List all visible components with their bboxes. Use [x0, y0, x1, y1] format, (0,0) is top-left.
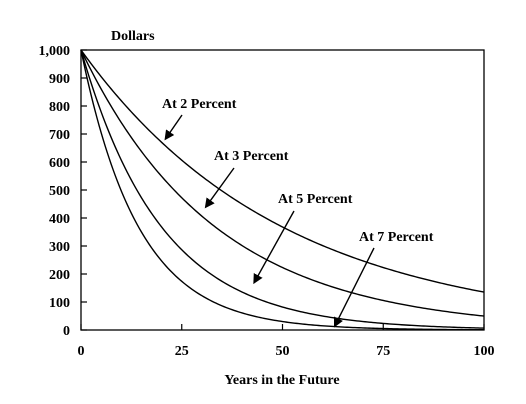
- annotation-arrow: [164, 114, 183, 141]
- annotation-label: At 2 Percent: [162, 97, 237, 112]
- x-tick-label: 75: [376, 344, 390, 359]
- y-axis-title: Dollars: [111, 29, 155, 44]
- y-tick-label: 300: [49, 240, 70, 255]
- annotations: At 2 Percent At 3 Percent At 5 Percent At 7…: [162, 97, 434, 328]
- y-tick-label: 800: [49, 100, 70, 115]
- series-line-at-2-percent: [80, 49, 485, 293]
- series-curves: [80, 49, 485, 331]
- x-tick-label: 0: [78, 344, 85, 359]
- y-tick-label: 1,000: [39, 44, 71, 59]
- y-tick-label: 0: [63, 324, 70, 339]
- annotation-arrow: [204, 167, 235, 209]
- plot-frame: [80, 49, 485, 331]
- annotation-arrow: [333, 247, 375, 328]
- y-tick-label: 200: [49, 268, 70, 283]
- annotation-label: At 7 Percent: [359, 230, 434, 245]
- y-tick-label: 400: [49, 212, 70, 227]
- series-line-at-5-percent: [80, 49, 485, 329]
- x-tick-label: 25: [175, 344, 189, 359]
- annotation-label: At 5 Percent: [278, 192, 353, 207]
- annotation-label: At 3 Percent: [214, 149, 289, 164]
- x-tick-label: 100: [474, 344, 495, 359]
- axes: 0 100 200 300 400 500 600 700 800 900 1,000 0 25 50 75…: [39, 44, 495, 359]
- series-line-at-3-percent: [80, 49, 485, 317]
- annotation-arrow: [253, 210, 295, 285]
- x-tick-label: 50: [276, 344, 290, 359]
- series-line-at-7-percent: [80, 49, 484, 331]
- y-tick-label: 100: [49, 296, 70, 311]
- y-tick-label: 900: [49, 72, 70, 87]
- y-tick-label: 600: [49, 156, 70, 171]
- y-tick-label: 700: [49, 128, 70, 143]
- y-tick-label: 500: [49, 184, 70, 199]
- x-axis-title: Years in the Future: [224, 373, 339, 388]
